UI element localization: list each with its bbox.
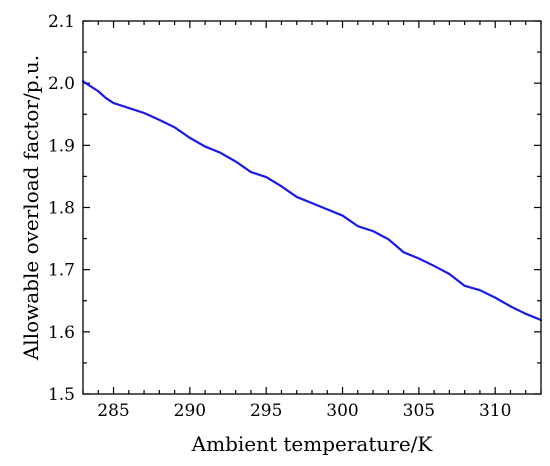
series-line-0: [81, 80, 543, 322]
x-tick-label: 305: [403, 401, 435, 421]
x-axis: 285 290 295 300 305 310: [82, 21, 542, 421]
series-layer: [81, 80, 543, 322]
y-tick-label: 1.9: [48, 136, 75, 156]
x-tick-label: 285: [97, 401, 129, 421]
y-axis: 1.5 1.6 1.7 1.8 1.9 2.0 2.1: [48, 12, 541, 405]
x-tick-label: 290: [174, 401, 206, 421]
y-tick-label: 1.5: [48, 385, 75, 405]
x-tick-label: 310: [479, 401, 511, 421]
y-tick-label: 1.7: [48, 261, 75, 281]
plot-frame: [82, 20, 542, 395]
y-tick-label: 1.8: [48, 199, 75, 219]
y-tick-label: 1.6: [48, 323, 75, 343]
x-tick-label: 300: [326, 401, 358, 421]
y-tick-label: 2.0: [48, 74, 75, 94]
y-tick-label: 2.1: [48, 12, 75, 32]
x-tick-label: 295: [250, 401, 282, 421]
x-axis-title: Ambient temperature/K: [191, 432, 434, 456]
y-axis-title: Allowable overload factor/p.u.: [19, 55, 43, 361]
